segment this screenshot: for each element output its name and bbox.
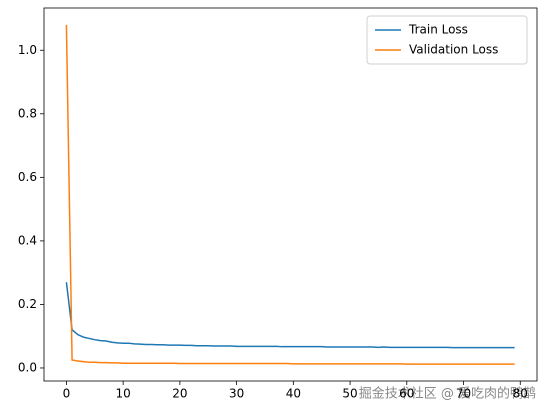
legend-label: Validation Loss (409, 43, 498, 57)
series-line (65, 24, 515, 365)
x-tick-label: 70 (456, 387, 471, 401)
series-line (65, 282, 515, 349)
x-tick-label: 20 (172, 387, 187, 401)
x-tick-label: 60 (399, 387, 414, 401)
watermark: 掘金技术社区 @ 爱吃肉的鸭鹊 (359, 386, 536, 402)
y-tick-label: 0.8 (18, 106, 37, 120)
y-tick-label: 0.0 (18, 360, 37, 374)
y-tick-label: 0.6 (18, 170, 37, 184)
x-tick-label: 10 (116, 387, 131, 401)
axes-frame (43, 7, 538, 382)
y-tick-label: 0.2 (18, 297, 37, 311)
legend-box (366, 15, 528, 65)
y-tick-label: 1.0 (18, 43, 37, 57)
x-tick-label: 40 (286, 387, 301, 401)
x-tick-label: 0 (63, 387, 71, 401)
x-tick-label: 50 (342, 387, 357, 401)
x-tick-label: 30 (229, 387, 244, 401)
legend-label: Train Loss (408, 23, 468, 37)
y-tick-label: 0.4 (18, 233, 37, 247)
x-tick-label: 80 (513, 387, 528, 401)
